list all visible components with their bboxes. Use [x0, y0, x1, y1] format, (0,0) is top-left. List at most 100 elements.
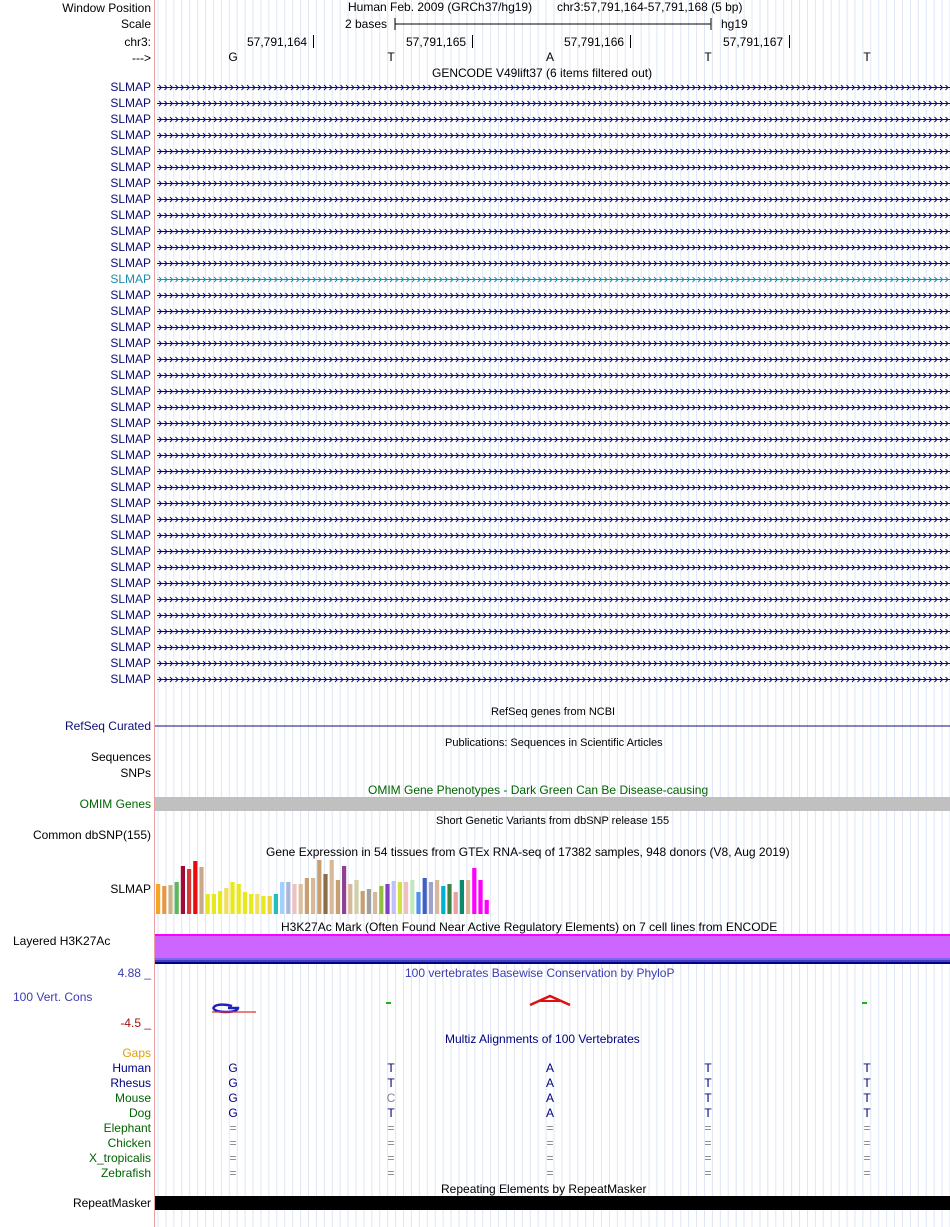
- alignment-base: G: [228, 1061, 238, 1075]
- gene-label[interactable]: SLMAP: [110, 336, 151, 350]
- gtex-bar: [453, 892, 458, 914]
- gene-label[interactable]: SLMAP: [110, 368, 151, 382]
- gtex-bar: [162, 886, 167, 914]
- gtex-bar-chart[interactable]: [155, 858, 950, 916]
- gene-label[interactable]: SLMAP: [110, 656, 151, 670]
- h3k27ac-label[interactable]: Layered H3K27Ac: [13, 934, 111, 948]
- gene-label[interactable]: SLMAP: [110, 672, 151, 686]
- gene-label[interactable]: SLMAP: [110, 96, 151, 110]
- coordinate-label: 57,791,167: [723, 35, 784, 49]
- gtex-bar: [255, 894, 260, 914]
- strand-arrows: [158, 596, 949, 603]
- gtex-bar: [187, 869, 192, 914]
- species-label[interactable]: Mouse: [114, 1091, 151, 1105]
- gene-label[interactable]: SLMAP: [110, 416, 151, 430]
- track-labels-column: Window Position Scale chr3: ---> SLMAP SL…: [0, 0, 153, 1227]
- gene-label[interactable]: SLMAP: [110, 624, 151, 638]
- omim-label[interactable]: OMIM Genes: [79, 797, 151, 811]
- h3k27ac-signal[interactable]: [155, 933, 950, 965]
- refseq-line[interactable]: [155, 725, 950, 728]
- species-label[interactable]: Rhesus: [110, 1076, 151, 1090]
- gene-label[interactable]: SLMAP: [110, 144, 151, 158]
- gene-label[interactable]: SLMAP: [110, 240, 151, 254]
- strand-arrows: [158, 532, 949, 539]
- gene-label[interactable]: SLMAP: [110, 272, 151, 286]
- gene-label[interactable]: SLMAP: [110, 544, 151, 558]
- gene-label[interactable]: SLMAP: [110, 160, 151, 174]
- gene-label[interactable]: SLMAP: [110, 288, 151, 302]
- species-label[interactable]: Human: [112, 1061, 151, 1075]
- gene-label[interactable]: SLMAP: [110, 432, 151, 446]
- repeatmasker-label[interactable]: RepeatMasker: [72, 1196, 151, 1210]
- gene-label[interactable]: SLMAP: [110, 112, 151, 126]
- phylop-min-label: -4.5 _: [120, 1016, 151, 1030]
- omim-bar[interactable]: [155, 797, 950, 811]
- snps-label[interactable]: SNPs: [120, 766, 151, 780]
- gtex-bar: [261, 896, 266, 914]
- alignment-base: =: [387, 1166, 395, 1180]
- alignment-base: A: [545, 1106, 555, 1120]
- alignment-base: T: [863, 1076, 871, 1090]
- track-area[interactable]: Human Feb. 2009 (GRCh37/hg19) chr3:57,79…: [155, 0, 950, 1227]
- gene-label[interactable]: SLMAP: [110, 80, 151, 94]
- alignment-base: =: [229, 1121, 237, 1135]
- gene-label[interactable]: SLMAP: [110, 304, 151, 318]
- gene-label[interactable]: SLMAP: [110, 208, 151, 222]
- gene-label[interactable]: SLMAP: [110, 128, 151, 142]
- gene-label[interactable]: SLMAP: [110, 576, 151, 590]
- species-label[interactable]: Dog: [128, 1106, 151, 1120]
- sequences-label[interactable]: Sequences: [90, 750, 151, 764]
- coordinate-tick: [472, 35, 473, 48]
- phylop-logo[interactable]: [155, 990, 950, 1020]
- window-position-label: Window Position: [62, 1, 151, 15]
- species-label[interactable]: Chicken: [107, 1136, 151, 1150]
- gene-label[interactable]: SLMAP: [110, 176, 151, 190]
- gene-label[interactable]: SLMAP: [110, 352, 151, 366]
- gtex-label[interactable]: SLMAP: [110, 882, 151, 896]
- strand-arrows: [158, 340, 949, 347]
- gene-label[interactable]: SLMAP: [110, 464, 151, 478]
- gene-label[interactable]: SLMAP: [110, 640, 151, 654]
- alignment-base: T: [704, 1091, 712, 1105]
- species-label[interactable]: Zebrafish: [100, 1166, 151, 1180]
- gencode-gene-lines[interactable]: [155, 0, 950, 710]
- gtex-bar: [385, 884, 390, 914]
- gene-label[interactable]: SLMAP: [110, 528, 151, 542]
- gene-label[interactable]: SLMAP: [110, 448, 151, 462]
- alignment-base: =: [704, 1166, 712, 1180]
- gtex-bar: [311, 878, 316, 914]
- species-label[interactable]: X_tropicalis: [88, 1151, 151, 1165]
- gtex-bar: [230, 882, 235, 914]
- strand-arrows: [158, 132, 949, 139]
- alignment-base: A: [545, 1076, 555, 1090]
- phylop-label[interactable]: 100 Vert. Cons: [13, 990, 93, 1004]
- gene-label[interactable]: SLMAP: [110, 256, 151, 270]
- strand-arrows: [158, 548, 949, 555]
- coordinate-label: 57,791,166: [564, 35, 625, 49]
- repeatmasker-bar[interactable]: [155, 1196, 950, 1210]
- strand-arrows: [158, 388, 949, 395]
- alignment-base: =: [387, 1136, 395, 1150]
- strand-arrows: [158, 356, 949, 363]
- gene-label[interactable]: SLMAP: [110, 400, 151, 414]
- scale-bar: [394, 18, 712, 30]
- gene-label[interactable]: SLMAP: [110, 592, 151, 606]
- gene-label[interactable]: SLMAP: [110, 224, 151, 238]
- alignment-base: =: [229, 1151, 237, 1165]
- strand-arrows: [158, 628, 949, 635]
- gene-label[interactable]: SLMAP: [110, 384, 151, 398]
- alignment-base: T: [863, 1091, 871, 1105]
- gene-label[interactable]: SLMAP: [110, 496, 151, 510]
- gene-label[interactable]: SLMAP: [110, 512, 151, 526]
- chrom-label: chr3:: [124, 35, 151, 49]
- gene-label[interactable]: SLMAP: [110, 480, 151, 494]
- dbsnp-label[interactable]: Common dbSNP(155): [32, 828, 151, 842]
- gene-label[interactable]: SLMAP: [110, 192, 151, 206]
- gene-label[interactable]: SLMAP: [110, 320, 151, 334]
- species-label[interactable]: Elephant: [103, 1121, 151, 1135]
- gtex-bar: [397, 882, 402, 914]
- gtex-bar: [484, 900, 489, 914]
- gene-label[interactable]: SLMAP: [110, 560, 151, 574]
- gene-label[interactable]: SLMAP: [110, 608, 151, 622]
- refseq-label[interactable]: RefSeq Curated: [64, 719, 151, 733]
